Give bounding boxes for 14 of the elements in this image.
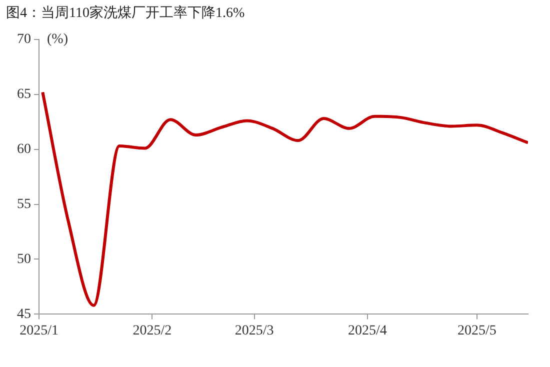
y-tick-label: 65 bbox=[17, 87, 31, 102]
x-tick-label: 2025/5 bbox=[457, 323, 496, 338]
y-tick-label: 50 bbox=[17, 252, 31, 267]
y-axis-title: (%) bbox=[47, 32, 68, 48]
y-tick-label: 55 bbox=[17, 196, 31, 212]
y-tick-label: 45 bbox=[17, 306, 31, 322]
x-tick-label: 2025/4 bbox=[348, 323, 387, 338]
y-tick-label: 70 bbox=[17, 32, 31, 48]
y-tick-label: 60 bbox=[17, 142, 31, 157]
x-tick-label: 2025/1 bbox=[20, 323, 58, 338]
x-tick-label: 2025/2 bbox=[132, 323, 172, 338]
chart-title: 图4：当周110家洗煤厂开工率下降1.6% bbox=[6, 4, 245, 22]
x-tick-label: 2025/3 bbox=[234, 323, 274, 338]
line-series bbox=[41, 90, 528, 307]
